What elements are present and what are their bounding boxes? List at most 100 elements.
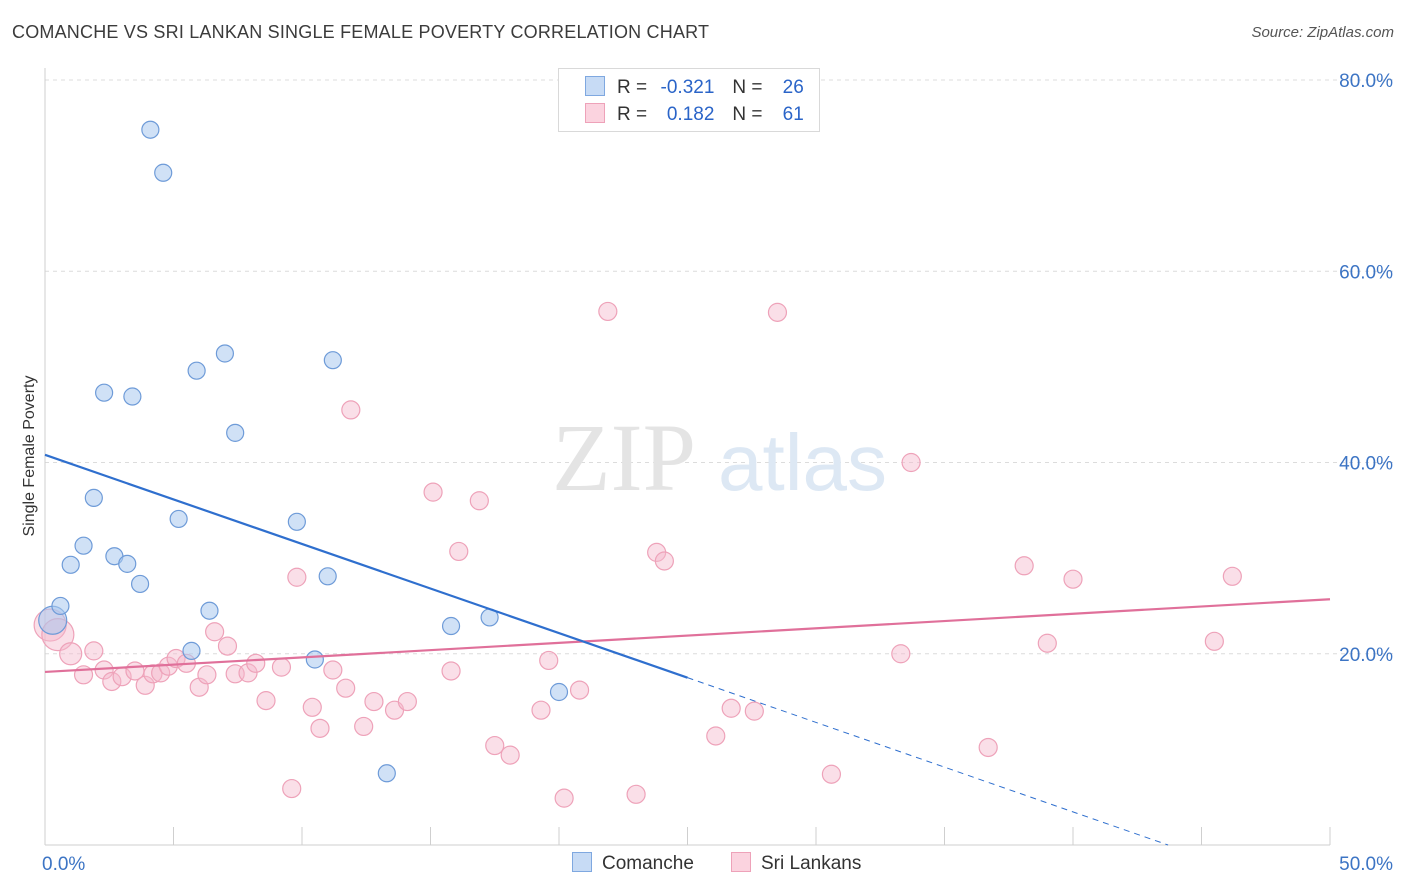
srilankan-point bbox=[441, 661, 461, 681]
srilankan-n-label: N = bbox=[732, 104, 763, 125]
srilankan-point bbox=[821, 764, 842, 784]
bottom-legend-comanche: Comanche bbox=[572, 852, 694, 875]
srilankan-point bbox=[554, 788, 574, 808]
srilankan-point bbox=[485, 735, 505, 756]
comanche-point bbox=[51, 596, 70, 616]
bottom-comanche-swatch bbox=[572, 852, 592, 872]
legend-row-srilankan: R = 0.182 N = 61 bbox=[585, 103, 804, 125]
srilankan-point bbox=[197, 665, 217, 685]
comanche-point bbox=[61, 555, 80, 574]
srilankan-point bbox=[654, 551, 674, 571]
watermark-atlas: atlas bbox=[718, 418, 887, 507]
comanche-point bbox=[441, 616, 461, 636]
srilankan-point bbox=[84, 641, 104, 661]
comanche-point bbox=[118, 554, 137, 573]
comanche-n-label: N = bbox=[732, 77, 763, 98]
source-credit: Source: ZipAtlas.com bbox=[1251, 24, 1394, 41]
comanche-swatch bbox=[585, 76, 605, 96]
srilankan-point bbox=[341, 400, 361, 420]
srilankan-point bbox=[469, 491, 489, 511]
srilankan-trend-line bbox=[44, 598, 1331, 674]
bottom-srilankan-label: Sri Lankans bbox=[761, 853, 862, 874]
comanche-r-label: R = bbox=[617, 77, 648, 98]
bottom-srilankan-swatch bbox=[731, 852, 751, 872]
srilankan-point bbox=[135, 675, 155, 695]
srilankan-point bbox=[271, 657, 292, 677]
srilankan-point bbox=[531, 700, 551, 720]
comanche-point bbox=[182, 641, 201, 660]
srilankan-point bbox=[310, 718, 330, 738]
comanche-point bbox=[549, 682, 569, 702]
y-axis-label: Single Female Poverty bbox=[21, 375, 38, 537]
srilankan-point bbox=[1204, 631, 1224, 651]
comanche-point bbox=[74, 536, 93, 555]
srilankan-point bbox=[449, 541, 469, 562]
srilankan-point bbox=[744, 701, 764, 721]
x-tick-label-max: 50.0% bbox=[1339, 854, 1393, 875]
srilankan-point bbox=[1014, 556, 1034, 576]
comanche-trend-extension bbox=[687, 677, 1169, 846]
comanche-point bbox=[123, 387, 142, 406]
comanche-points bbox=[38, 120, 569, 783]
srilankan-point bbox=[336, 678, 356, 698]
srilankan-point bbox=[246, 653, 266, 673]
srilankan-point bbox=[423, 482, 443, 502]
comanche-point bbox=[377, 764, 396, 783]
comanche-point bbox=[95, 383, 114, 402]
comanche-point bbox=[287, 512, 306, 531]
watermark: ZIP atlas bbox=[552, 404, 887, 511]
y-tick-label-40: 40.0% bbox=[1339, 454, 1393, 475]
srilankan-point bbox=[1063, 569, 1083, 589]
comanche-point bbox=[130, 574, 150, 594]
srilankan-point bbox=[539, 650, 559, 671]
srilankan-point bbox=[166, 648, 186, 669]
comanche-trend-line bbox=[44, 453, 688, 679]
bottom-legend-srilankan: Sri Lankans bbox=[731, 852, 861, 875]
srilankan-points bbox=[33, 301, 1242, 808]
srilankan-point bbox=[721, 698, 741, 718]
correlation-legend: R = -0.321 N = 26 R = 0.182 N = 61 bbox=[558, 68, 820, 132]
comanche-point bbox=[141, 120, 160, 139]
srilankan-point bbox=[323, 660, 343, 680]
srilankan-point bbox=[151, 663, 171, 683]
comanche-point bbox=[215, 344, 234, 363]
comanche-n-value: 26 bbox=[782, 77, 804, 98]
srilankan-point bbox=[364, 691, 384, 712]
srilankan-point bbox=[205, 622, 225, 642]
srilankan-r-label: R = bbox=[617, 104, 648, 125]
comanche-point bbox=[169, 509, 188, 529]
comanche-point bbox=[305, 650, 324, 669]
srilankan-point bbox=[901, 452, 921, 473]
comanche-r-value: -0.321 bbox=[660, 77, 715, 98]
comanche-point bbox=[226, 423, 245, 442]
srilankan-point bbox=[282, 778, 302, 799]
srilankan-point bbox=[500, 745, 520, 765]
srilankan-point bbox=[302, 697, 322, 717]
srilankan-r-value: 0.182 bbox=[666, 104, 715, 125]
comanche-point bbox=[154, 163, 173, 182]
srilankan-point bbox=[256, 691, 276, 711]
srilankan-swatch bbox=[585, 103, 605, 123]
x-tick-label-min: 0.0% bbox=[42, 854, 85, 875]
chart-title: COMANCHE VS SRI LANKAN SINGLE FEMALE POV… bbox=[12, 22, 710, 42]
srilankan-point bbox=[238, 663, 258, 683]
axes bbox=[44, 68, 1331, 846]
comanche-point bbox=[84, 488, 103, 507]
srilankan-point bbox=[767, 302, 788, 322]
comanche-point bbox=[200, 601, 219, 620]
srilankan-point bbox=[626, 784, 646, 804]
comanche-point bbox=[323, 351, 342, 370]
comanche-point bbox=[318, 567, 337, 586]
legend-row-comanche: R = -0.321 N = 26 bbox=[585, 76, 804, 98]
grid-lines bbox=[45, 79, 1395, 655]
tick-labels: 20.0% 40.0% 60.0% 80.0% 0.0% 50.0% bbox=[42, 71, 1393, 875]
srilankan-point bbox=[1222, 566, 1242, 586]
srilankan-point bbox=[598, 301, 618, 322]
y-tick-label-20: 20.0% bbox=[1339, 645, 1393, 666]
srilankan-point bbox=[706, 726, 726, 746]
srilankan-point bbox=[217, 636, 238, 656]
srilankan-point bbox=[569, 680, 590, 700]
y-tick-label-80: 80.0% bbox=[1339, 71, 1393, 92]
srilankan-point bbox=[102, 671, 122, 692]
